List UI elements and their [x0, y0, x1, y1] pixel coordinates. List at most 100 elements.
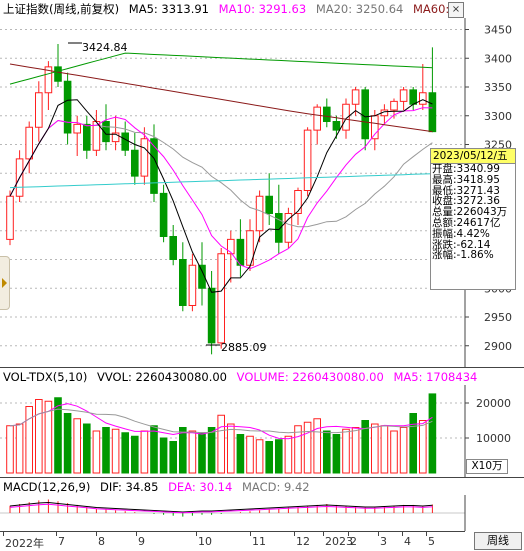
- x-axis-tick: [402, 532, 403, 536]
- volume-bar: [227, 423, 235, 474]
- candle: [140, 127, 149, 185]
- low-marker-label: 2885.09: [221, 341, 267, 354]
- volume-bar: [111, 428, 120, 474]
- info-row-value: 226043万: [456, 206, 508, 219]
- ma5-label: MA5: 3313.91: [128, 2, 209, 16]
- candle: [255, 190, 264, 243]
- x-axis-label: 2: [350, 535, 357, 548]
- volume-bar: [102, 427, 110, 474]
- volume-label: VOLUME: 2260430080.00: [236, 370, 384, 384]
- candle: [44, 61, 53, 110]
- candle: [303, 127, 312, 197]
- ma120-line: [9, 52, 433, 85]
- ma5-line: [9, 99, 433, 293]
- macd-label: MACD: 9.42: [241, 480, 310, 494]
- volume-bar: [236, 434, 245, 474]
- dea-line: [9, 503, 433, 514]
- candle-info-box: 2023/05/12/五 开盘:3340.99 最高:3418.95 最低:3271…: [430, 148, 516, 290]
- info-row: 开盘:3340.99: [431, 164, 515, 175]
- candle: [54, 43, 62, 87]
- vvol-label: VVOL: 2260430080.00: [97, 370, 227, 384]
- macd-chart[interactable]: [0, 495, 524, 531]
- macd-title: MACD(12,26,9): [3, 480, 91, 494]
- x-axis-tick: [196, 532, 197, 536]
- info-row-value: 3340.99: [456, 163, 500, 175]
- x-axis-label: 9: [138, 535, 145, 548]
- info-row-label: 总量:: [432, 206, 457, 219]
- info-row: 收盘:3272.36: [431, 196, 515, 207]
- volume-bar: [179, 427, 187, 474]
- candle: [35, 81, 43, 142]
- candle: [313, 104, 321, 145]
- candles-group: [6, 43, 437, 355]
- candle: [227, 230, 235, 283]
- x-axis-tick: [323, 532, 324, 536]
- ma10-label: MA10: 3291.63: [218, 2, 307, 16]
- candle: [6, 190, 14, 246]
- candle: [399, 87, 408, 110]
- candle: [169, 225, 177, 266]
- price-tick-label: 3400: [484, 52, 512, 65]
- ma10-line: [9, 107, 433, 270]
- close-button[interactable]: ×: [448, 2, 464, 18]
- x-axis-tick: [136, 532, 137, 536]
- x-axis-label: 3: [380, 535, 387, 548]
- moving-average-lines: [9, 52, 433, 293]
- volume-bar: [6, 425, 14, 474]
- ma60-label: MA60:: [413, 2, 450, 16]
- volume-unit: X10万: [466, 459, 508, 474]
- info-row-value: -1.86%: [456, 249, 494, 262]
- macd-bars: [0, 499, 465, 517]
- x-axis-label: 8: [98, 535, 105, 548]
- info-row: 涨幅:-1.86%: [431, 250, 515, 261]
- period-tab-weekly[interactable]: 周线: [474, 532, 522, 550]
- volume-bar: [159, 437, 168, 474]
- volume-tick-label: 20000: [476, 397, 511, 410]
- info-row-label: 涨跌:: [432, 238, 457, 251]
- macd-legend: MACD(12,26,9) DIF: 34.85 DEA: 30.14 MACD…: [0, 477, 524, 496]
- volume-bar: [303, 421, 312, 474]
- info-row: 涨跌:-62.14: [431, 238, 515, 251]
- info-row-value: 3271.43: [456, 184, 500, 197]
- volume-bar: [323, 430, 331, 474]
- info-row-label: 开盘:: [432, 163, 457, 175]
- volume-bar: [217, 414, 225, 474]
- volume-bar: [140, 430, 149, 474]
- volume-bar: [380, 425, 389, 474]
- volume-bar: [83, 423, 91, 474]
- volume-bar: [390, 430, 398, 474]
- volume-bar: [131, 435, 139, 474]
- volume-bar: [121, 432, 130, 474]
- expand-handle[interactable]: [0, 256, 10, 310]
- candle: [284, 207, 293, 248]
- x-axis-label: 4: [404, 535, 411, 548]
- candle: [25, 121, 33, 174]
- low-marker: 2885.09: [206, 341, 267, 354]
- x-axis-label: 7: [58, 535, 65, 548]
- candle: [63, 72, 72, 145]
- volume-chart[interactable]: 20000 10000: [0, 385, 524, 477]
- info-row-label: 最低:: [432, 184, 457, 197]
- candle: [102, 104, 110, 151]
- volume-bar: [15, 423, 24, 474]
- volume-ma5-line: [9, 403, 433, 440]
- volume-bar: [275, 439, 283, 474]
- volume-bar: [399, 427, 408, 474]
- info-row-value: 24617亿: [456, 216, 501, 229]
- candle: [428, 47, 437, 133]
- high-marker-label: 3424.84: [82, 41, 128, 54]
- volume-bar: [150, 425, 158, 474]
- volume-bar: [73, 418, 82, 474]
- info-row-label: 收盘:: [432, 195, 457, 208]
- volume-bar: [246, 435, 254, 474]
- volume-bar: [198, 432, 206, 474]
- price-tick-label: 3350: [484, 81, 512, 94]
- x-axis-tick: [96, 532, 97, 536]
- volume-bar: [419, 420, 427, 474]
- info-row-label: 总额:: [432, 216, 457, 229]
- volume-bar: [294, 425, 302, 474]
- x-axis-label: 5: [428, 535, 435, 548]
- volume-bar: [44, 400, 53, 474]
- price-tick-label: 3300: [484, 110, 512, 123]
- volume-tick-label: 10000: [476, 432, 511, 445]
